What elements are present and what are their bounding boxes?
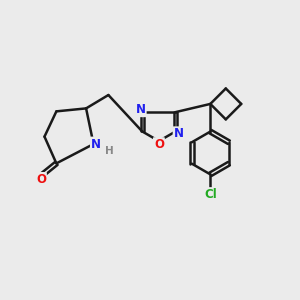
Text: O: O — [154, 138, 164, 151]
Text: N: N — [174, 127, 184, 140]
Text: H: H — [105, 146, 113, 157]
Text: N: N — [91, 138, 101, 151]
Text: N: N — [136, 103, 146, 116]
Text: O: O — [36, 173, 46, 186]
Text: Cl: Cl — [204, 188, 217, 201]
